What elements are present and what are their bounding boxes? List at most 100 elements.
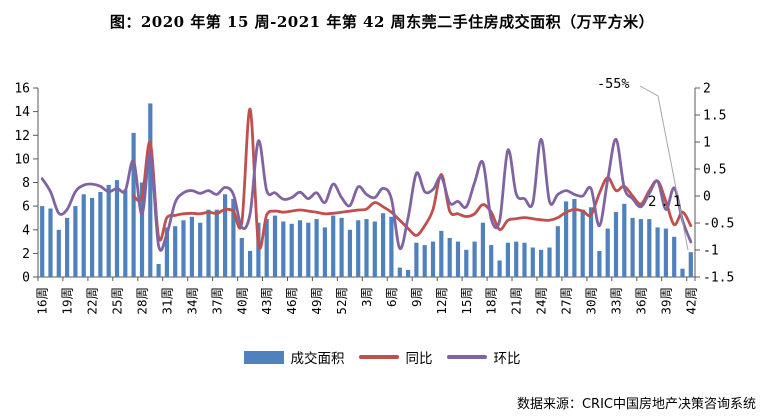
bar <box>356 220 361 277</box>
wow-line <box>40 137 693 252</box>
bar <box>106 184 111 277</box>
right-axis-tick-label: -0.5 <box>703 217 734 232</box>
x-axis-tick-label: 25周 <box>110 287 125 315</box>
bar <box>447 238 452 277</box>
bar <box>40 206 45 277</box>
bar <box>381 213 386 277</box>
bar <box>272 215 278 277</box>
bar <box>372 221 377 277</box>
yoy-line-swatch-icon <box>358 355 399 359</box>
left-axis-tick-label: 16 <box>14 82 30 97</box>
x-axis-tick-label: 33周 <box>609 287 624 315</box>
bar <box>347 229 352 278</box>
bar <box>98 192 103 278</box>
legend-label-area: 成交面积 <box>290 351 345 367</box>
bar <box>214 209 219 277</box>
bar <box>564 201 569 277</box>
x-axis-tick-label: 18周 <box>484 287 499 315</box>
left-axis-tick-label: 14 <box>14 105 30 120</box>
right-axis-tick-label: -1 <box>703 244 719 259</box>
x-axis-tick-label: 46周 <box>284 287 299 315</box>
bar <box>173 226 178 277</box>
right-axis-tick-label: 1.5 <box>703 109 726 124</box>
bar <box>123 189 128 277</box>
bar <box>289 223 294 277</box>
bar <box>181 220 186 277</box>
left-axis-tick-label: 6 <box>22 200 30 215</box>
bar <box>389 216 394 277</box>
bar <box>81 194 86 277</box>
bar <box>90 197 95 277</box>
bar <box>422 245 427 277</box>
bar <box>522 242 527 277</box>
bar <box>364 219 369 277</box>
bar <box>580 209 585 277</box>
bar <box>655 227 660 277</box>
axis-labels: 0 2 4 6 8 10 12 14 16 -1.5 -1 -0.5 0 0.5 1 1.5 2 16周 19周 22… <box>14 82 734 315</box>
x-axis-tick-label: 42周 <box>683 287 698 315</box>
bar <box>322 227 327 277</box>
annotation-leader-line <box>639 85 689 251</box>
bar <box>314 219 319 277</box>
x-axis-tick-label: 30周 <box>584 287 599 315</box>
x-axis-tick-label: 43周 <box>259 287 274 315</box>
yoy-end-annotation: -55% <box>597 76 630 92</box>
bar <box>189 216 194 277</box>
right-axis-tick-label: 1 <box>703 136 711 151</box>
x-axis-tick-label: 52周 <box>334 287 349 315</box>
x-axis-tick-label: 15周 <box>459 287 474 315</box>
left-axis-tick-label: 0 <box>22 271 30 286</box>
bar <box>680 268 685 277</box>
right-axis-tick-label: 0.5 <box>703 163 726 178</box>
legend-item-area: 成交面积 <box>243 347 345 367</box>
x-axis-tick-label: 22周 <box>85 287 100 315</box>
x-axis-tick-label: 31周 <box>159 287 174 315</box>
bar <box>148 103 153 278</box>
bar <box>613 212 619 277</box>
left-axis-tick-label: 12 <box>14 129 30 144</box>
x-axis-tick-label: 9周 <box>409 287 424 307</box>
bar <box>547 247 552 277</box>
bar <box>331 215 336 277</box>
legend-label-wow: 环比 <box>493 351 521 367</box>
x-axis-tick-label: 19周 <box>60 287 75 315</box>
bar <box>206 209 211 277</box>
bar <box>647 219 652 277</box>
bar <box>297 220 303 277</box>
bar <box>630 217 635 277</box>
bar <box>597 251 602 277</box>
bar <box>73 206 78 277</box>
bar <box>572 199 577 277</box>
bar <box>663 228 668 277</box>
x-axis-tick-label: 24周 <box>534 287 549 315</box>
last-bar-value-annotation: 2.1 <box>648 194 686 210</box>
bar <box>198 222 203 277</box>
bar <box>248 251 253 277</box>
bar <box>622 203 627 277</box>
x-axis-tick-label: 12周 <box>434 287 449 315</box>
bar <box>464 249 469 277</box>
x-axis-tick-label: 27周 <box>559 287 574 315</box>
bar <box>281 221 286 277</box>
bar-swatch-icon <box>243 350 284 364</box>
wow-line-swatch-icon <box>446 355 487 359</box>
bar <box>48 208 53 277</box>
bar <box>672 236 677 277</box>
bar <box>239 238 244 277</box>
legend-label-yoy: 同比 <box>405 351 433 367</box>
bar <box>256 222 261 277</box>
bar <box>139 182 145 277</box>
x-axis-tick-label: 40周 <box>234 287 249 315</box>
right-axis-tick-label: -1.5 <box>703 271 734 286</box>
bar <box>439 230 444 277</box>
chart-legend: 成交面积 同比 环比 <box>0 347 764 367</box>
bar <box>497 260 502 277</box>
bar <box>65 217 70 277</box>
bar <box>480 222 485 277</box>
bar <box>397 267 402 277</box>
right-axis-tick-label: 0 <box>703 190 711 205</box>
bar <box>339 217 344 277</box>
bar <box>555 226 560 277</box>
